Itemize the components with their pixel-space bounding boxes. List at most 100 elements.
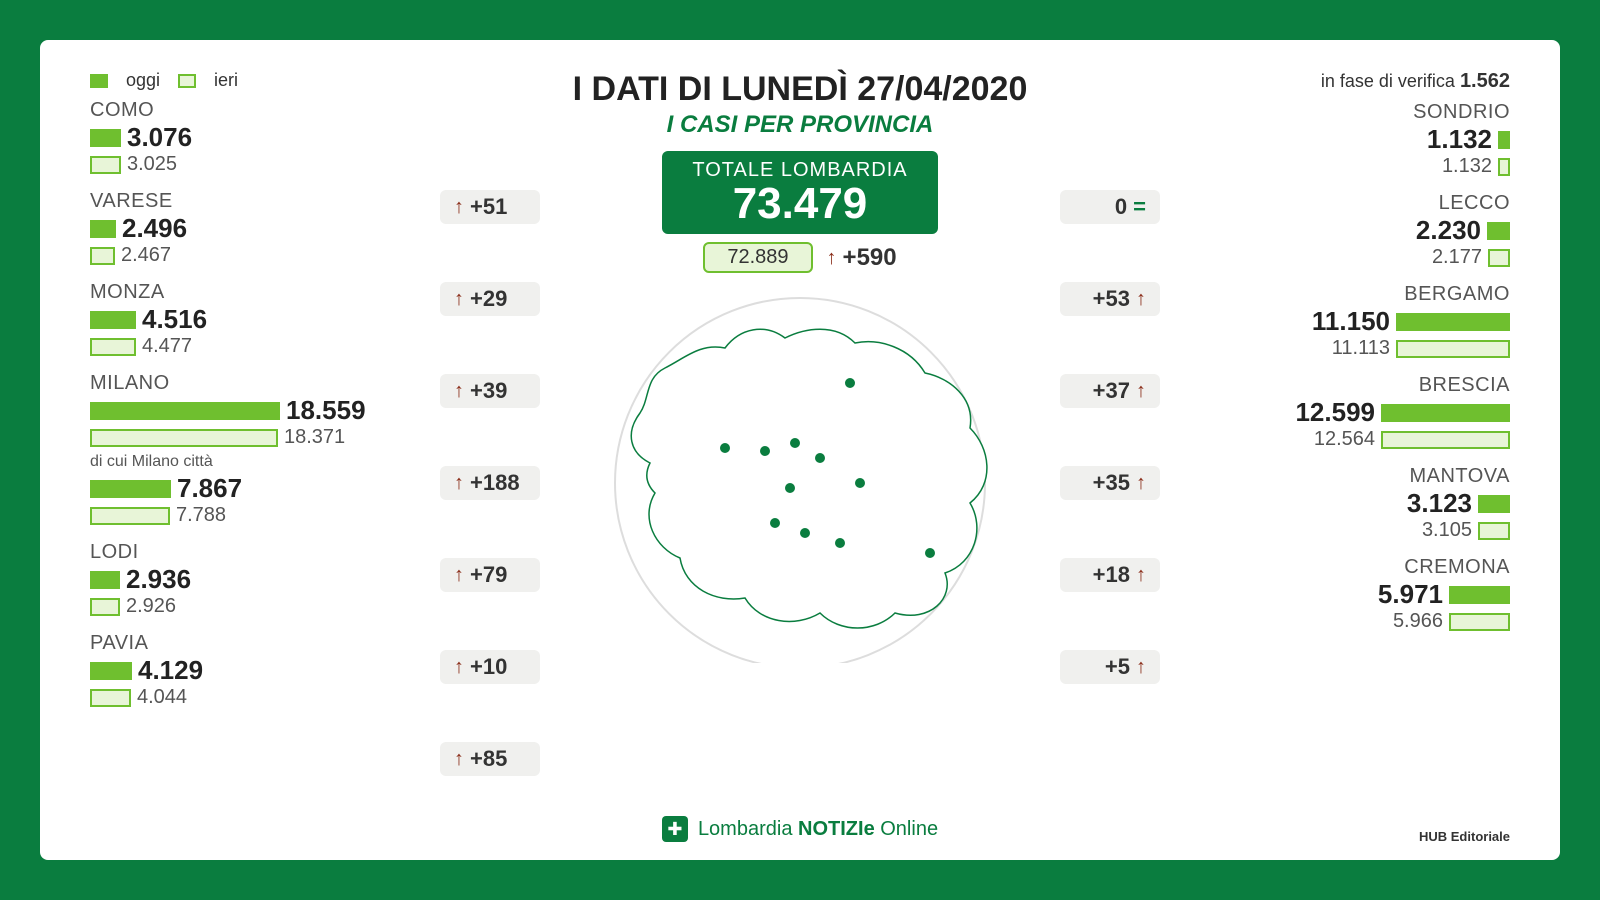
bar-yesterday	[1449, 613, 1510, 631]
map-dot	[845, 378, 855, 388]
value-yesterday: 5.966	[1393, 610, 1443, 633]
bar-yesterday	[1498, 158, 1510, 176]
delta-pill: 0=	[1060, 190, 1160, 224]
legend: oggi ieri	[90, 70, 440, 91]
bar-yesterday	[90, 429, 278, 447]
map-dot	[925, 548, 935, 558]
value-today: 4.129	[138, 655, 203, 686]
left-province-list: COMO3.0763.025VARESE2.4962.467MONZA4.516…	[90, 99, 440, 709]
province-name: PAVIA	[90, 632, 440, 655]
province-name: MILANO	[90, 372, 440, 395]
delta-pill: ↑+10	[440, 650, 540, 684]
province-block: MILANO18.55918.371di cui Milano città7.8…	[90, 372, 440, 527]
value-yesterday: 2.177	[1432, 246, 1482, 269]
value-yesterday: 18.371	[284, 426, 345, 449]
bar-today	[90, 402, 280, 420]
value-today: 11.150	[1312, 306, 1390, 337]
total-delta-value: +590	[843, 244, 897, 272]
value-today: 5.971	[1378, 579, 1443, 610]
bar-today	[1449, 586, 1510, 604]
sub-today-row: 7.867	[90, 473, 440, 504]
total-delta: ↑ +590	[827, 244, 897, 272]
verification-note: in fase di verifica 1.562	[1160, 70, 1510, 93]
delta-value: +18	[1093, 562, 1130, 588]
legend-label-today: oggi	[126, 70, 160, 91]
map-dot	[790, 438, 800, 448]
page-title: I DATI DI LUNEDÌ 27/04/2020	[573, 70, 1028, 109]
bar-today	[1396, 313, 1510, 331]
yesterday-row: 18.371	[90, 426, 440, 449]
value-yesterday: 11.113	[1332, 337, 1390, 360]
delta-value: +37	[1093, 378, 1130, 404]
delta-pill: +53↑	[1060, 282, 1160, 316]
province-name: COMO	[90, 99, 440, 122]
province-block: BRESCIA12.59912.564	[1160, 374, 1510, 451]
bar-yesterday	[90, 338, 136, 356]
verification-label: in fase di verifica	[1321, 71, 1455, 91]
lombardy-map	[590, 283, 1010, 663]
today-row: 2.496	[90, 213, 440, 244]
province-name: BERGAMO	[1160, 283, 1510, 306]
map-dot	[720, 443, 730, 453]
yesterday-row: 2.467	[90, 244, 440, 267]
province-block: LODI2.9362.926	[90, 541, 440, 618]
bar-yesterday	[1381, 431, 1510, 449]
province-block: PAVIA4.1294.044	[90, 632, 440, 709]
delta-value: +35	[1093, 470, 1130, 496]
value-yesterday: 4.044	[137, 686, 187, 709]
value-yesterday: 4.477	[142, 335, 192, 358]
bar-yesterday	[90, 507, 170, 525]
left-column: oggi ieri COMO3.0763.025VARESE2.4962.467…	[90, 70, 440, 840]
province-name: MANTOVA	[1160, 465, 1510, 488]
footer-credit: HUB Editoriale	[1419, 829, 1510, 844]
value-today: 18.559	[286, 395, 366, 426]
delta-pill: +35↑	[1060, 466, 1160, 500]
province-name: VARESE	[90, 190, 440, 213]
delta-value: +85	[470, 746, 507, 772]
province-block: MONZA4.5164.477	[90, 281, 440, 358]
today-row: 1.132	[1160, 124, 1510, 155]
province-block: VARESE2.4962.467	[90, 190, 440, 267]
verification-value: 1.562	[1460, 70, 1510, 92]
arrow-up-icon: ↑	[827, 248, 837, 268]
arrow-up-icon: ↑	[454, 197, 464, 217]
bar-yesterday	[1396, 340, 1510, 358]
map-outline	[631, 329, 987, 628]
delta-stack-right: 0=+53↑+37↑+35↑+18↑+5↑	[1060, 190, 1160, 684]
delta-value: +39	[470, 378, 507, 404]
yesterday-row: 2.926	[90, 595, 440, 618]
bar-yesterday	[90, 598, 120, 616]
province-block: CREMONA5.9715.966	[1160, 556, 1510, 633]
bar-today	[1498, 131, 1510, 149]
bar-today	[1487, 222, 1510, 240]
page-subtitle: I CASI PER PROVINCIA	[667, 111, 934, 139]
yesterday-row: 1.132	[1160, 155, 1510, 178]
footer-brand-1: Lombardia	[698, 818, 793, 840]
delta-value: +79	[470, 562, 507, 588]
province-block: MANTOVA3.1233.105	[1160, 465, 1510, 542]
today-row: 3.123	[1160, 488, 1510, 519]
value-today: 2.496	[122, 213, 187, 244]
today-row: 3.076	[90, 122, 440, 153]
delta-pill: +37 ↑	[1060, 374, 1160, 408]
map-dot	[760, 446, 770, 456]
today-row: 4.516	[90, 304, 440, 335]
province-block: BERGAMO11.15011.113	[1160, 283, 1510, 360]
delta-pill: ↑+29	[440, 282, 540, 316]
legend-label-yesterday: ieri	[214, 70, 238, 91]
map-dot	[785, 483, 795, 493]
value-today: 2.936	[126, 564, 191, 595]
province-block: LECCO2.2302.177	[1160, 192, 1510, 269]
today-row: 18.559	[90, 395, 440, 426]
bar-today	[90, 662, 132, 680]
bar-today	[1381, 404, 1510, 422]
footer-brand-2: NOTIZIe	[798, 818, 875, 840]
bar-today	[90, 311, 136, 329]
delta-pill: ↑+51	[440, 190, 540, 224]
map-dot	[800, 528, 810, 538]
center-column: I DATI DI LUNEDÌ 27/04/2020 I CASI PER P…	[440, 70, 1160, 840]
map-dot	[770, 518, 780, 528]
arrow-up-icon: ↑	[1136, 381, 1146, 401]
province-block: SONDRIO1.1321.132	[1160, 101, 1510, 178]
value-yesterday: 3.105	[1422, 519, 1472, 542]
